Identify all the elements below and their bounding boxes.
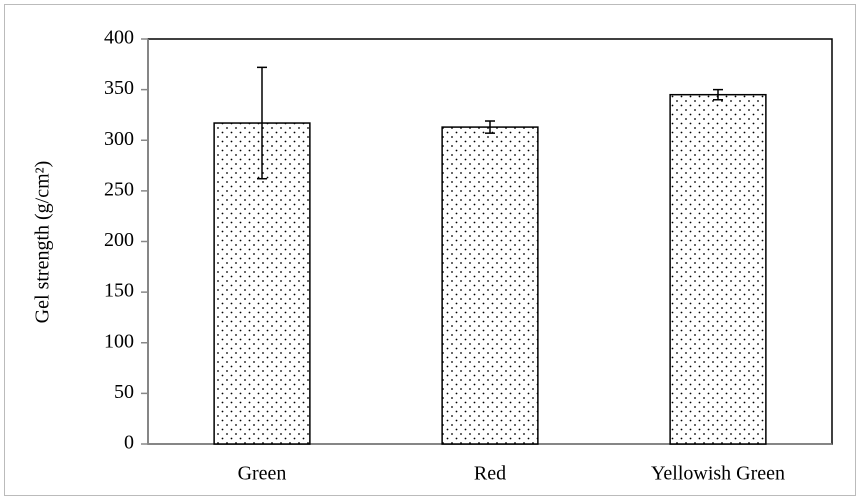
y-tick-label: 300 [104, 128, 134, 150]
y-tick-label: 200 [104, 229, 134, 251]
y-axis-label: Gel strength (g/cm²) [32, 161, 54, 324]
bar [441, 126, 539, 445]
y-tick-label: 150 [104, 280, 134, 302]
error-bar [713, 88, 723, 101]
x-tick-label: Yellowish Green [651, 463, 785, 485]
y-tick-label: 50 [114, 381, 134, 403]
y-tick-label: 250 [104, 178, 134, 200]
x-tick-label: Red [474, 463, 506, 485]
y-tick-label: 100 [104, 330, 134, 352]
error-bar [257, 66, 267, 180]
y-tick-label: 0 [124, 432, 134, 454]
y-tick-label: 400 [104, 27, 134, 49]
x-tick-label: Green [238, 463, 287, 485]
error-bar [485, 120, 495, 134]
y-tick-label: 350 [104, 77, 134, 99]
bar [669, 93, 767, 445]
